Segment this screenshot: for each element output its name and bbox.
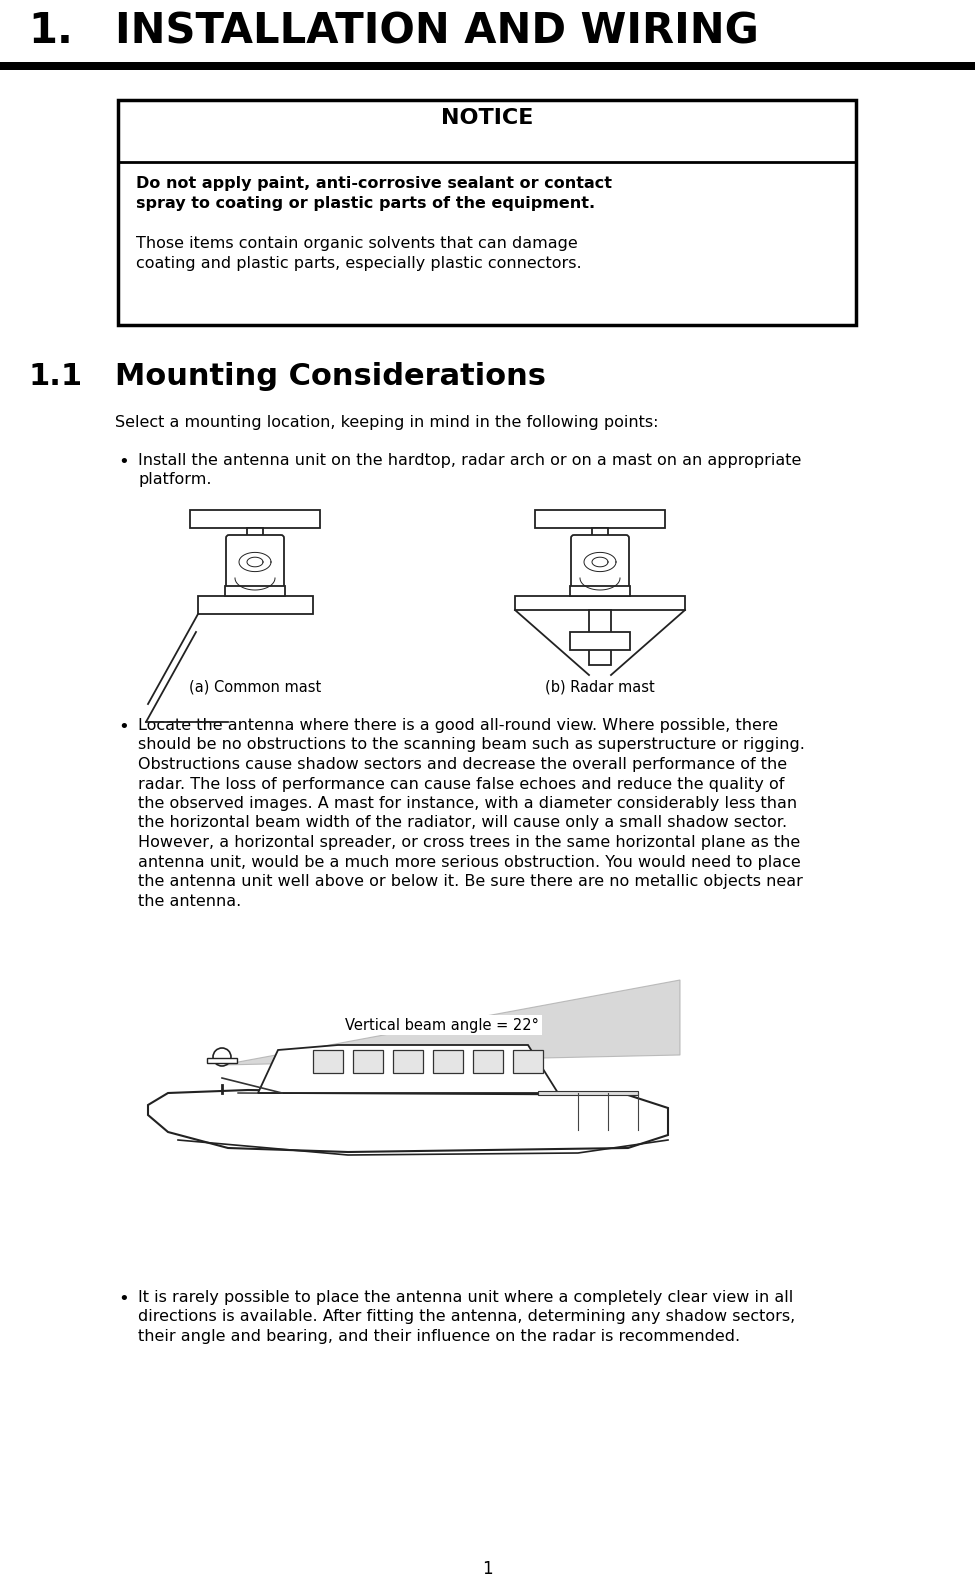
Text: Select a mounting location, keeping in mind in the following points:: Select a mounting location, keeping in m… bbox=[115, 414, 658, 430]
Bar bbox=[198, 596, 313, 614]
Text: the horizontal beam width of the radiator, will cause only a small shadow sector: the horizontal beam width of the radiato… bbox=[138, 815, 787, 831]
Text: Do not apply paint, anti-corrosive sealant or contact: Do not apply paint, anti-corrosive seala… bbox=[136, 176, 612, 191]
FancyBboxPatch shape bbox=[226, 535, 284, 589]
Text: Obstructions cause shadow sectors and decrease the overall performance of the: Obstructions cause shadow sectors and de… bbox=[138, 758, 787, 772]
Bar bbox=[570, 631, 630, 650]
Bar bbox=[247, 528, 263, 538]
Text: Those items contain organic solvents that can damage: Those items contain organic solvents tha… bbox=[136, 236, 578, 252]
FancyBboxPatch shape bbox=[571, 535, 629, 589]
Bar bbox=[225, 585, 285, 596]
Bar bbox=[589, 611, 611, 664]
Bar bbox=[538, 1092, 638, 1095]
Bar bbox=[190, 509, 320, 528]
Text: •: • bbox=[118, 1289, 129, 1308]
Bar bbox=[513, 1050, 543, 1073]
Text: platform.: platform. bbox=[138, 471, 212, 487]
Bar bbox=[535, 509, 665, 528]
Text: the antenna.: the antenna. bbox=[138, 894, 241, 908]
Text: INSTALLATION AND WIRING: INSTALLATION AND WIRING bbox=[115, 9, 759, 52]
Text: the observed images. A mast for instance, with a diameter considerably less than: the observed images. A mast for instance… bbox=[138, 796, 798, 812]
Bar bbox=[570, 585, 630, 596]
Text: Locate the antenna where there is a good all-round view. Where possible, there: Locate the antenna where there is a good… bbox=[138, 718, 778, 732]
Text: However, a horizontal spreader, or cross trees in the same horizontal plane as t: However, a horizontal spreader, or cross… bbox=[138, 835, 800, 850]
Bar bbox=[515, 596, 685, 611]
Bar bbox=[0, 62, 975, 70]
Text: •: • bbox=[118, 718, 129, 736]
Circle shape bbox=[213, 1047, 231, 1066]
Text: Install the antenna unit on the hardtop, radar arch or on a mast on an appropria: Install the antenna unit on the hardtop,… bbox=[138, 452, 801, 468]
Text: •: • bbox=[118, 452, 129, 471]
Text: the antenna unit well above or below it. Be sure there are no metallic objects n: the antenna unit well above or below it.… bbox=[138, 873, 802, 889]
Bar bbox=[393, 1050, 423, 1073]
Polygon shape bbox=[148, 1090, 668, 1152]
Text: Mounting Considerations: Mounting Considerations bbox=[115, 362, 546, 391]
Text: 1.1: 1.1 bbox=[28, 362, 82, 391]
Text: coating and plastic parts, especially plastic connectors.: coating and plastic parts, especially pl… bbox=[136, 256, 582, 271]
Bar bbox=[433, 1050, 463, 1073]
Bar bbox=[118, 100, 856, 324]
Bar bbox=[313, 1050, 343, 1073]
Text: their angle and bearing, and their influence on the radar is recommended.: their angle and bearing, and their influ… bbox=[138, 1329, 740, 1345]
Text: Vertical beam angle = 22°: Vertical beam angle = 22° bbox=[345, 1017, 539, 1033]
Text: antenna unit, would be a much more serious obstruction. You would need to place: antenna unit, would be a much more serio… bbox=[138, 854, 800, 870]
Text: (a) Common mast: (a) Common mast bbox=[189, 680, 321, 694]
Bar bbox=[353, 1050, 383, 1073]
Text: should be no obstructions to the scanning beam such as superstructure or rigging: should be no obstructions to the scannin… bbox=[138, 737, 805, 753]
Bar bbox=[473, 1050, 503, 1073]
Text: spray to coating or plastic parts of the equipment.: spray to coating or plastic parts of the… bbox=[136, 196, 595, 210]
Polygon shape bbox=[222, 979, 680, 1065]
Text: directions is available. After fitting the antenna, determining any shadow secto: directions is available. After fitting t… bbox=[138, 1310, 796, 1324]
Text: (b) Radar mast: (b) Radar mast bbox=[545, 680, 655, 694]
Polygon shape bbox=[258, 1046, 558, 1093]
Text: 1.: 1. bbox=[28, 9, 73, 52]
Text: radar. The loss of performance can cause false echoes and reduce the quality of: radar. The loss of performance can cause… bbox=[138, 777, 784, 791]
Text: It is rarely possible to place the antenna unit where a completely clear view in: It is rarely possible to place the anten… bbox=[138, 1289, 794, 1305]
Bar bbox=[592, 528, 608, 538]
Bar bbox=[207, 1058, 237, 1063]
Text: 1: 1 bbox=[482, 1560, 492, 1577]
Text: NOTICE: NOTICE bbox=[441, 108, 533, 128]
